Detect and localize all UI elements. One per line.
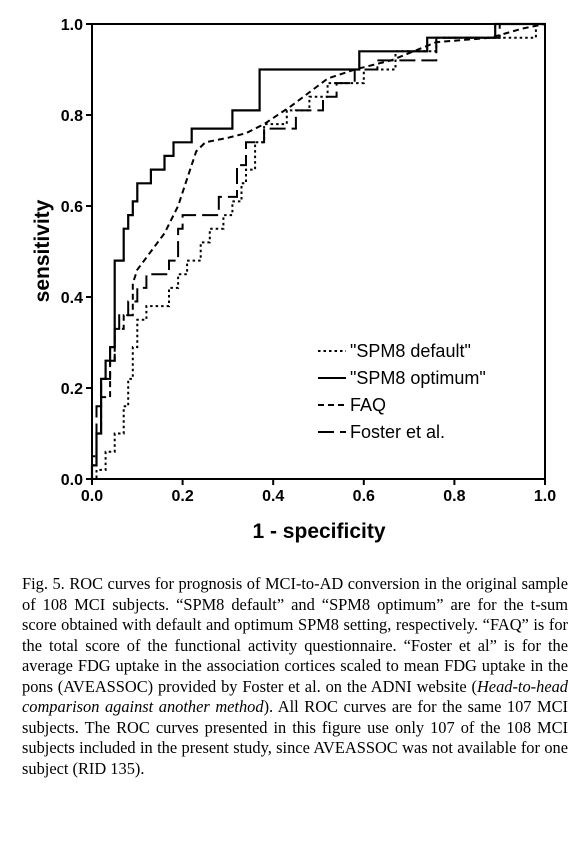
axis-ticks: 0.0 0.2 0.4 0.6 0.8 1.0 0.0 0.2 0.4 0.6 0.8 1.0 (61, 17, 556, 505)
y-tick-label: 1.0 (61, 17, 83, 34)
x-tick-label: 0.0 (81, 488, 103, 505)
plot-frame (91, 23, 546, 480)
y-tick-label: 0.6 (61, 199, 83, 216)
series-line-1 (92, 23, 545, 480)
caption-italic: Head-to-head comparison against another … (22, 676, 568, 717)
legend-label-2: "SPM8 optimum" (350, 368, 486, 388)
legend-label-3: FAQ (350, 395, 386, 415)
series-line-2 (90, 22, 545, 479)
legend: "SPM8 default" "SPM8 optimum" FAQ Foster et… (318, 341, 486, 442)
x-tick-label: 1.0 (534, 488, 556, 505)
x-tick-label: 0.6 (353, 488, 375, 505)
y-tick-label: 0.8 (61, 108, 83, 125)
legend-label-1: "SPM8 default" (350, 341, 471, 361)
caption-text-1: Fig. 5. ROC curves for prognosis of MCI-… (22, 574, 568, 696)
y-tick-label: 0.2 (61, 381, 83, 398)
x-tick-label: 0.4 (262, 488, 284, 505)
series-line-4 (91, 23, 545, 479)
legend-label-4: Foster et al. (350, 422, 445, 442)
y-tick-label: 0.0 (61, 472, 83, 489)
x-axis-title: 1 - specificity (252, 520, 385, 543)
caption-text-2: ). All ROC curves are for the same 107 M… (22, 697, 569, 778)
x-tick-label: 0.8 (443, 488, 465, 505)
y-axis-title: sensitivity (31, 199, 54, 302)
roc-chart: 0.0 0.2 0.4 0.6 0.8 1.0 0.0 0.2 0.4 0.6 0.8 1.0 "SP… (31, 17, 556, 543)
series-line-3 (91, 23, 546, 479)
y-tick-label: 0.4 (61, 290, 83, 307)
figure-caption: Fig. 5. ROC curves for prognosis of MCI-… (22, 574, 568, 779)
series-layer (90, 22, 546, 480)
plot-border (91, 23, 546, 480)
x-tick-label: 0.2 (171, 488, 193, 505)
